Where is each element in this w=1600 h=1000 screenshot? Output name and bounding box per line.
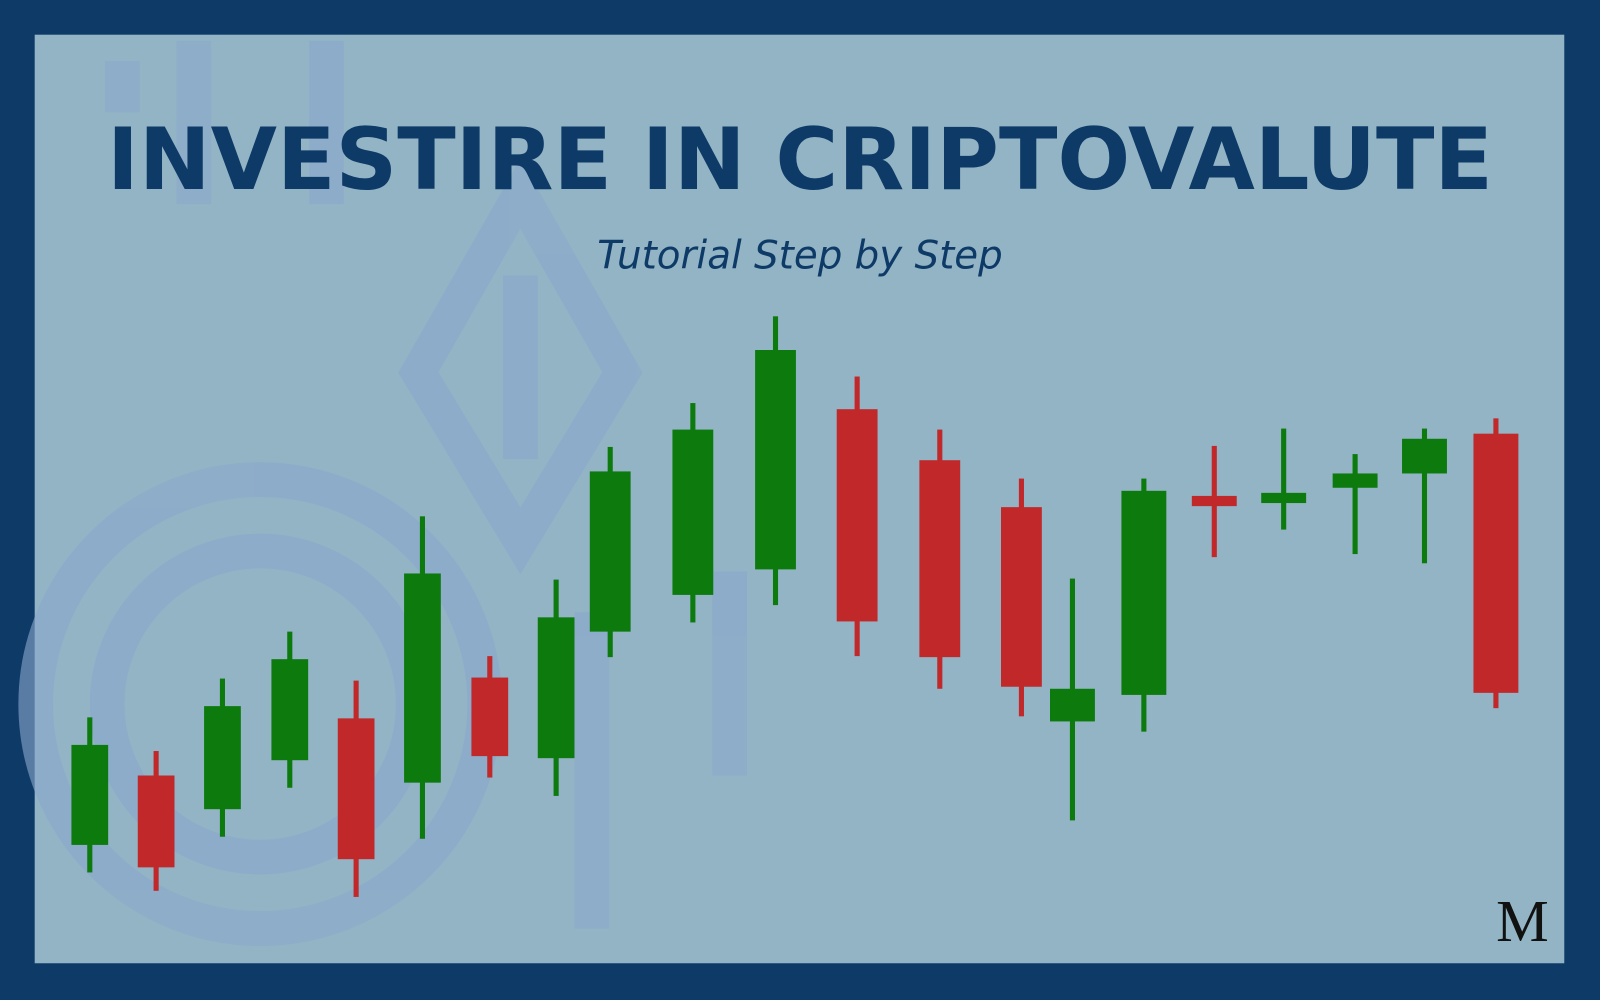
candle-body — [589, 471, 631, 632]
candle-body — [1402, 438, 1447, 474]
candle-body — [919, 460, 961, 658]
candle-body — [1261, 492, 1307, 504]
candle-body — [137, 775, 175, 868]
candle-body — [71, 744, 109, 845]
candle-body — [1121, 490, 1167, 695]
candle-body — [1473, 433, 1519, 693]
candle-body — [271, 659, 309, 761]
candle-body — [836, 409, 878, 622]
candle-body — [755, 350, 796, 570]
candle-wick — [1352, 454, 1358, 555]
candle-wick — [1281, 428, 1287, 530]
candle-body — [1332, 473, 1378, 488]
title: INVESTIRE IN CRIPTOVALUTE — [107, 110, 1493, 210]
candle-body — [337, 718, 375, 860]
candle-body — [672, 429, 714, 595]
candle-body — [204, 706, 241, 810]
candle-body — [1050, 688, 1095, 722]
logo: M — [1496, 888, 1549, 954]
candle-body — [1191, 495, 1237, 507]
subtitle: Tutorial Step by Step — [597, 233, 1003, 278]
candle-body — [471, 677, 509, 757]
candle-body — [1001, 507, 1042, 687]
candle-wick — [1421, 428, 1428, 564]
candlesticks — [71, 316, 1519, 897]
candle-body — [537, 617, 575, 759]
candle-body — [404, 573, 441, 783]
